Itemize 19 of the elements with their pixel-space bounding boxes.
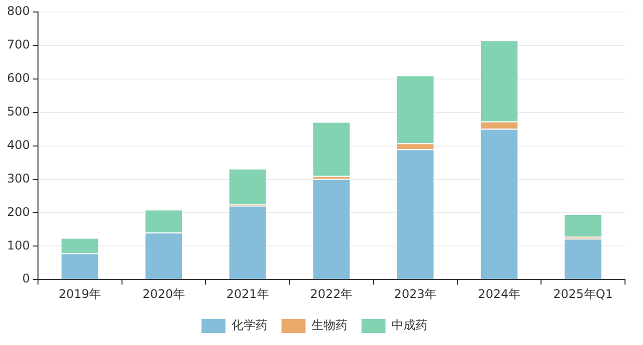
x-tick-label: 2021年 [226, 286, 269, 301]
y-tick-label: 600 [7, 71, 30, 86]
x-tick-label: 2019年 [58, 286, 102, 301]
x-tick-label: 2025年Q1 [553, 286, 613, 301]
y-tick-label: 800 [7, 4, 30, 18]
x-tick-label: 2020年 [142, 286, 185, 301]
y-tick-label: 400 [7, 138, 30, 152]
x-tick-label: 2022年 [310, 286, 353, 301]
y-tick-label: 0 [22, 272, 30, 286]
y-tick-label: 100 [7, 238, 30, 252]
legend-label: 中成药 [392, 318, 428, 332]
legend-label: 生物药 [312, 318, 348, 332]
y-tick-label: 300 [7, 171, 30, 186]
y-tick-label: 700 [7, 38, 30, 52]
legend-label: 化学药 [232, 318, 268, 332]
y-tick-label: 500 [7, 104, 30, 118]
x-tick-label: 2024年 [478, 286, 520, 301]
x-tick-label: 2023年 [394, 286, 437, 301]
y-tick-label: 200 [7, 204, 30, 219]
